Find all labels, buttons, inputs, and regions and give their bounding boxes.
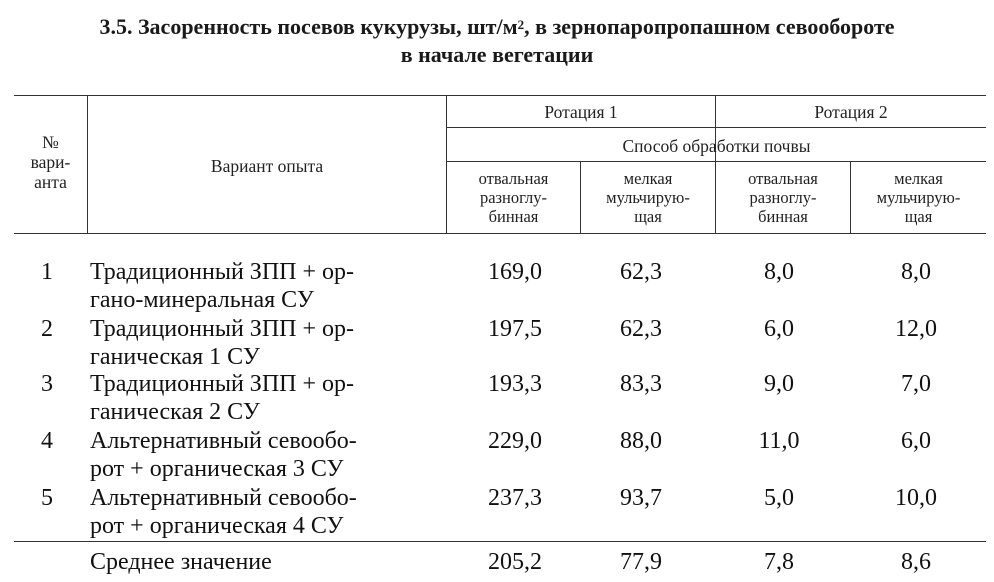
row-value: 62,3 <box>620 316 662 342</box>
col-divider-num <box>87 95 88 233</box>
row-variant-line-1: Традиционный ЗПП + ор- <box>90 371 355 397</box>
row-value: 169,0 <box>488 259 542 285</box>
row-variant-line-2: ганическая 1 СУ <box>90 344 260 370</box>
table-top-rule <box>14 95 986 96</box>
col-divider-variant <box>446 95 447 233</box>
row-value: 12,0 <box>895 316 937 342</box>
row-value: 11,0 <box>758 428 800 454</box>
row-value: 193,3 <box>488 371 542 397</box>
header-sub-mulch-2: мелкая мульчирую-щая <box>876 169 961 226</box>
row-index: 3 <box>41 371 53 397</box>
average-value: 7,8 <box>764 549 794 575</box>
header-sub-moldboard-1: отвальная разноглу-бинная <box>478 169 549 226</box>
row-value: 237,3 <box>488 485 542 511</box>
row-variant-line-2: гано-минеральная СУ <box>90 287 314 313</box>
row-value: 9,0 <box>764 371 794 397</box>
average-value: 205,2 <box>488 549 542 575</box>
rotation-rule <box>446 127 986 128</box>
row-value: 88,0 <box>620 428 662 454</box>
header-variant-number: № вари- анта <box>30 132 71 192</box>
header-variant: Вариант опыта <box>210 156 324 176</box>
header-sub-moldboard-2: отвальная разноглу-бинная <box>748 169 818 226</box>
row-index: 2 <box>41 316 53 342</box>
header-sub-mulch-1: мелкая мульчирую-щая <box>606 169 690 226</box>
row-value: 93,7 <box>620 485 662 511</box>
average-value: 8,6 <box>901 549 931 575</box>
header-tillage-method: Способ обработки почвы <box>622 136 811 156</box>
total-rule <box>14 541 986 542</box>
col-divider-sub-1 <box>580 161 581 233</box>
table-title-line-2: в начале вегетации <box>400 42 594 67</box>
row-value: 6,0 <box>764 316 794 342</box>
row-variant-line-1: Традиционный ЗПП + ор- <box>90 316 355 342</box>
method-rule <box>446 161 986 162</box>
row-variant-line-2: рот + органическая 4 СУ <box>90 513 344 539</box>
row-value: 10,0 <box>895 485 937 511</box>
row-variant-line-1: Традиционный ЗПП + ор- <box>90 259 355 285</box>
row-index: 4 <box>41 428 53 454</box>
row-value: 62,3 <box>620 259 662 285</box>
col-divider-sub-3 <box>850 161 851 233</box>
row-value: 8,0 <box>901 259 931 285</box>
col-divider-rotation <box>715 95 716 233</box>
row-value: 6,0 <box>901 428 931 454</box>
row-variant-line-2: рот + органическая 3 СУ <box>90 456 344 482</box>
row-value: 7,0 <box>901 371 931 397</box>
row-index: 5 <box>41 485 53 511</box>
header-rotation-2: Ротация 2 <box>814 102 888 122</box>
header-rotation-1: Ротация 1 <box>544 102 618 122</box>
row-value: 83,3 <box>620 371 662 397</box>
row-value: 8,0 <box>764 259 794 285</box>
average-value: 77,9 <box>620 549 662 575</box>
header-bottom-rule <box>14 233 986 234</box>
row-variant-line-1: Альтернативный севообо- <box>90 485 357 511</box>
row-variant-line-1: Альтернативный севообо- <box>90 428 357 454</box>
row-index: 1 <box>41 259 53 285</box>
average-label: Среднее значение <box>90 549 272 575</box>
row-value: 5,0 <box>764 485 794 511</box>
table-title-line-1: 3.5. Засоренность посевов кукурузы, шт/м… <box>99 14 895 39</box>
row-value: 197,5 <box>488 316 542 342</box>
row-variant-line-2: ганическая 2 СУ <box>90 399 260 425</box>
row-value: 229,0 <box>488 428 542 454</box>
